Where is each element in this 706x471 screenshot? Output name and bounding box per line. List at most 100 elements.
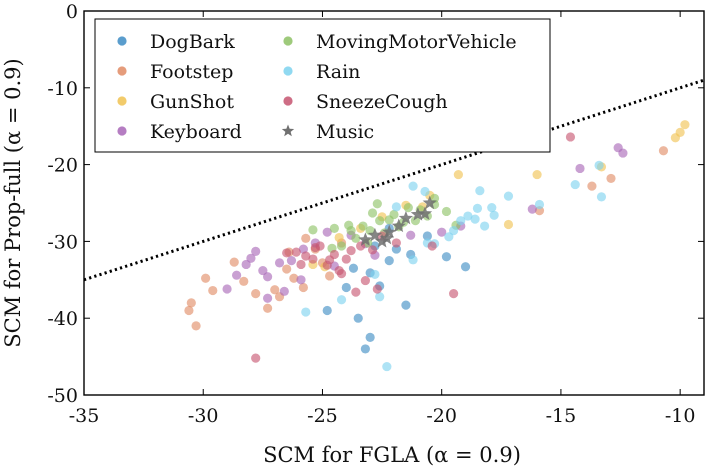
point-keyboard xyxy=(274,258,285,268)
point-sneezecough xyxy=(325,255,335,265)
legend-marker-music xyxy=(281,124,295,137)
point-sneezecough xyxy=(351,287,361,297)
point-keyboard xyxy=(296,275,306,285)
point-movingmotorvehicle xyxy=(329,223,339,233)
point-dogbark xyxy=(460,262,471,272)
point-music xyxy=(391,218,406,233)
point-footstep xyxy=(301,233,311,243)
point-footstep xyxy=(201,273,211,283)
y-tick-label: -40 xyxy=(47,308,78,330)
point-rain xyxy=(503,191,514,201)
legend-label-rain: Rain xyxy=(316,61,360,83)
point-rain xyxy=(382,361,392,372)
x-tick-label: -35 xyxy=(69,405,100,427)
point-sneezecough xyxy=(449,289,459,299)
point-sneezecough xyxy=(296,259,306,270)
point-rain xyxy=(408,181,418,191)
legend: DogBark Footstep GunShot Keyboard MovingMoto… xyxy=(94,18,551,153)
point-footstep xyxy=(184,305,194,316)
point-footstep xyxy=(606,173,616,184)
point-rain xyxy=(456,216,466,226)
point-music xyxy=(410,207,425,221)
point-rain xyxy=(375,292,385,302)
point-rain xyxy=(301,307,311,317)
point-sneezecough xyxy=(310,242,320,253)
point-music xyxy=(367,227,383,242)
point-music xyxy=(422,195,437,210)
y-tick-label: 0 xyxy=(66,1,78,23)
point-rain xyxy=(489,210,499,220)
point-dogbark xyxy=(422,231,432,241)
point-keyboard xyxy=(279,286,289,296)
point-dogbark xyxy=(441,252,452,262)
y-tick-label: -30 xyxy=(47,231,78,253)
point-keyboard xyxy=(527,204,537,214)
y-tick-label: -50 xyxy=(47,385,78,407)
point-movingmotorvehicle xyxy=(367,208,378,218)
point-dogbark xyxy=(401,300,411,310)
point-music xyxy=(398,210,414,225)
point-dogbark xyxy=(348,263,359,273)
point-movingmotorvehicle xyxy=(384,215,394,225)
point-sneezecough xyxy=(346,246,356,256)
x-tick-label: -10 xyxy=(665,405,696,427)
point-movingmotorvehicle xyxy=(372,199,382,209)
legend-marker-movingmotorvehicle xyxy=(283,36,293,46)
point-dogbark xyxy=(384,256,394,266)
point-rain xyxy=(472,203,483,213)
point-music xyxy=(358,232,373,246)
point-footstep xyxy=(251,289,261,299)
point-gunshot xyxy=(453,169,463,180)
legend-marker-rain xyxy=(283,66,293,76)
point-dogbark xyxy=(360,344,370,354)
point-footstep xyxy=(282,264,292,274)
point-gunshot xyxy=(670,133,680,143)
point-footstep xyxy=(263,303,273,313)
point-sneezecough xyxy=(301,251,311,261)
point-sneezecough xyxy=(334,265,344,276)
legend-label-footstep: Footstep xyxy=(150,61,233,83)
point-movingmotorvehicle xyxy=(351,233,361,243)
point-rain xyxy=(487,203,497,213)
point-movingmotorvehicle xyxy=(358,221,368,231)
point-rain xyxy=(534,199,545,210)
point-footstep xyxy=(298,282,308,293)
point-keyboard xyxy=(258,265,268,276)
point-sneezecough xyxy=(372,284,382,294)
point-keyboard xyxy=(222,284,232,294)
point-movingmotorvehicle xyxy=(403,203,413,213)
data-points xyxy=(184,120,690,372)
plot-area-frame xyxy=(83,10,705,396)
point-sneezecough xyxy=(565,132,576,142)
x-tick-label: -20 xyxy=(426,405,457,427)
point-sneezecough xyxy=(360,275,370,286)
legend-label-dogbark: DogBark xyxy=(150,31,235,53)
legend-marker-gunshot xyxy=(117,96,127,106)
x-tick-label: -15 xyxy=(546,405,577,427)
legend-items: DogBark Footstep GunShot Keyboard MovingMoto… xyxy=(117,31,517,143)
point-rain xyxy=(475,186,485,196)
point-rain xyxy=(370,269,380,280)
point-rain xyxy=(444,232,454,242)
point-movingmotorvehicle xyxy=(375,216,385,226)
point-gunshot xyxy=(503,219,514,230)
point-rain xyxy=(408,255,418,265)
legend-marker-dogbark xyxy=(117,36,127,46)
point-keyboard xyxy=(575,163,585,174)
y-tick-label: -20 xyxy=(47,155,78,177)
point-music xyxy=(374,233,390,248)
point-movingmotorvehicle xyxy=(308,225,318,235)
point-keyboard xyxy=(322,227,332,237)
y-axis-label: SCM for Prop-full (α = 0.9) xyxy=(1,58,25,347)
point-movingmotorvehicle xyxy=(441,206,452,217)
x-tick-label: -30 xyxy=(188,405,219,427)
x-tick-label: -25 xyxy=(307,405,338,427)
point-movingmotorvehicle xyxy=(344,220,354,230)
legend-box xyxy=(94,18,551,153)
legend-label-sneezecough: SneezeCough xyxy=(316,91,448,113)
point-footstep xyxy=(186,298,196,308)
point-footstep xyxy=(239,276,249,286)
point-footstep xyxy=(325,271,335,281)
point-sneezecough xyxy=(367,245,378,255)
